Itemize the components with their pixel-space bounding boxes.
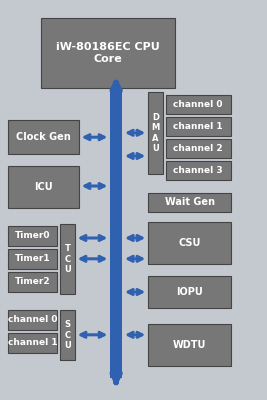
Text: D
M
A
U: D M A U [151,113,160,153]
FancyBboxPatch shape [166,117,231,136]
Text: channel 0: channel 0 [8,316,57,324]
FancyBboxPatch shape [8,333,57,353]
Text: channel 2: channel 2 [174,144,223,153]
FancyBboxPatch shape [8,272,57,292]
Text: S
C
U: S C U [64,320,71,350]
Text: Wait Gen: Wait Gen [164,198,215,207]
FancyBboxPatch shape [8,249,57,269]
Text: Timer0: Timer0 [15,232,50,240]
FancyBboxPatch shape [148,92,163,174]
FancyBboxPatch shape [41,18,175,88]
Text: Timer2: Timer2 [15,277,50,286]
Text: WDTU: WDTU [173,340,206,350]
FancyBboxPatch shape [60,310,75,360]
Text: channel 1: channel 1 [174,122,223,131]
Text: iW-80186EC CPU
Core: iW-80186EC CPU Core [56,42,160,64]
FancyBboxPatch shape [166,139,231,158]
Text: Clock Gen: Clock Gen [16,132,71,142]
FancyBboxPatch shape [60,224,75,294]
Text: CSU: CSU [178,238,201,248]
FancyBboxPatch shape [8,226,57,246]
Text: T
C
U: T C U [64,244,71,274]
FancyBboxPatch shape [166,95,231,114]
FancyBboxPatch shape [110,90,122,378]
Text: Timer1: Timer1 [15,254,50,263]
FancyBboxPatch shape [148,324,231,366]
FancyBboxPatch shape [166,161,231,180]
FancyBboxPatch shape [148,222,231,264]
FancyBboxPatch shape [8,310,57,330]
Text: IOPU: IOPU [176,287,203,297]
Text: channel 3: channel 3 [174,166,223,175]
FancyBboxPatch shape [148,193,231,212]
FancyBboxPatch shape [148,276,231,308]
Text: ICU: ICU [34,182,53,192]
FancyBboxPatch shape [8,166,79,208]
Text: channel 1: channel 1 [8,338,57,347]
FancyBboxPatch shape [8,120,79,154]
Text: channel 0: channel 0 [174,100,223,109]
